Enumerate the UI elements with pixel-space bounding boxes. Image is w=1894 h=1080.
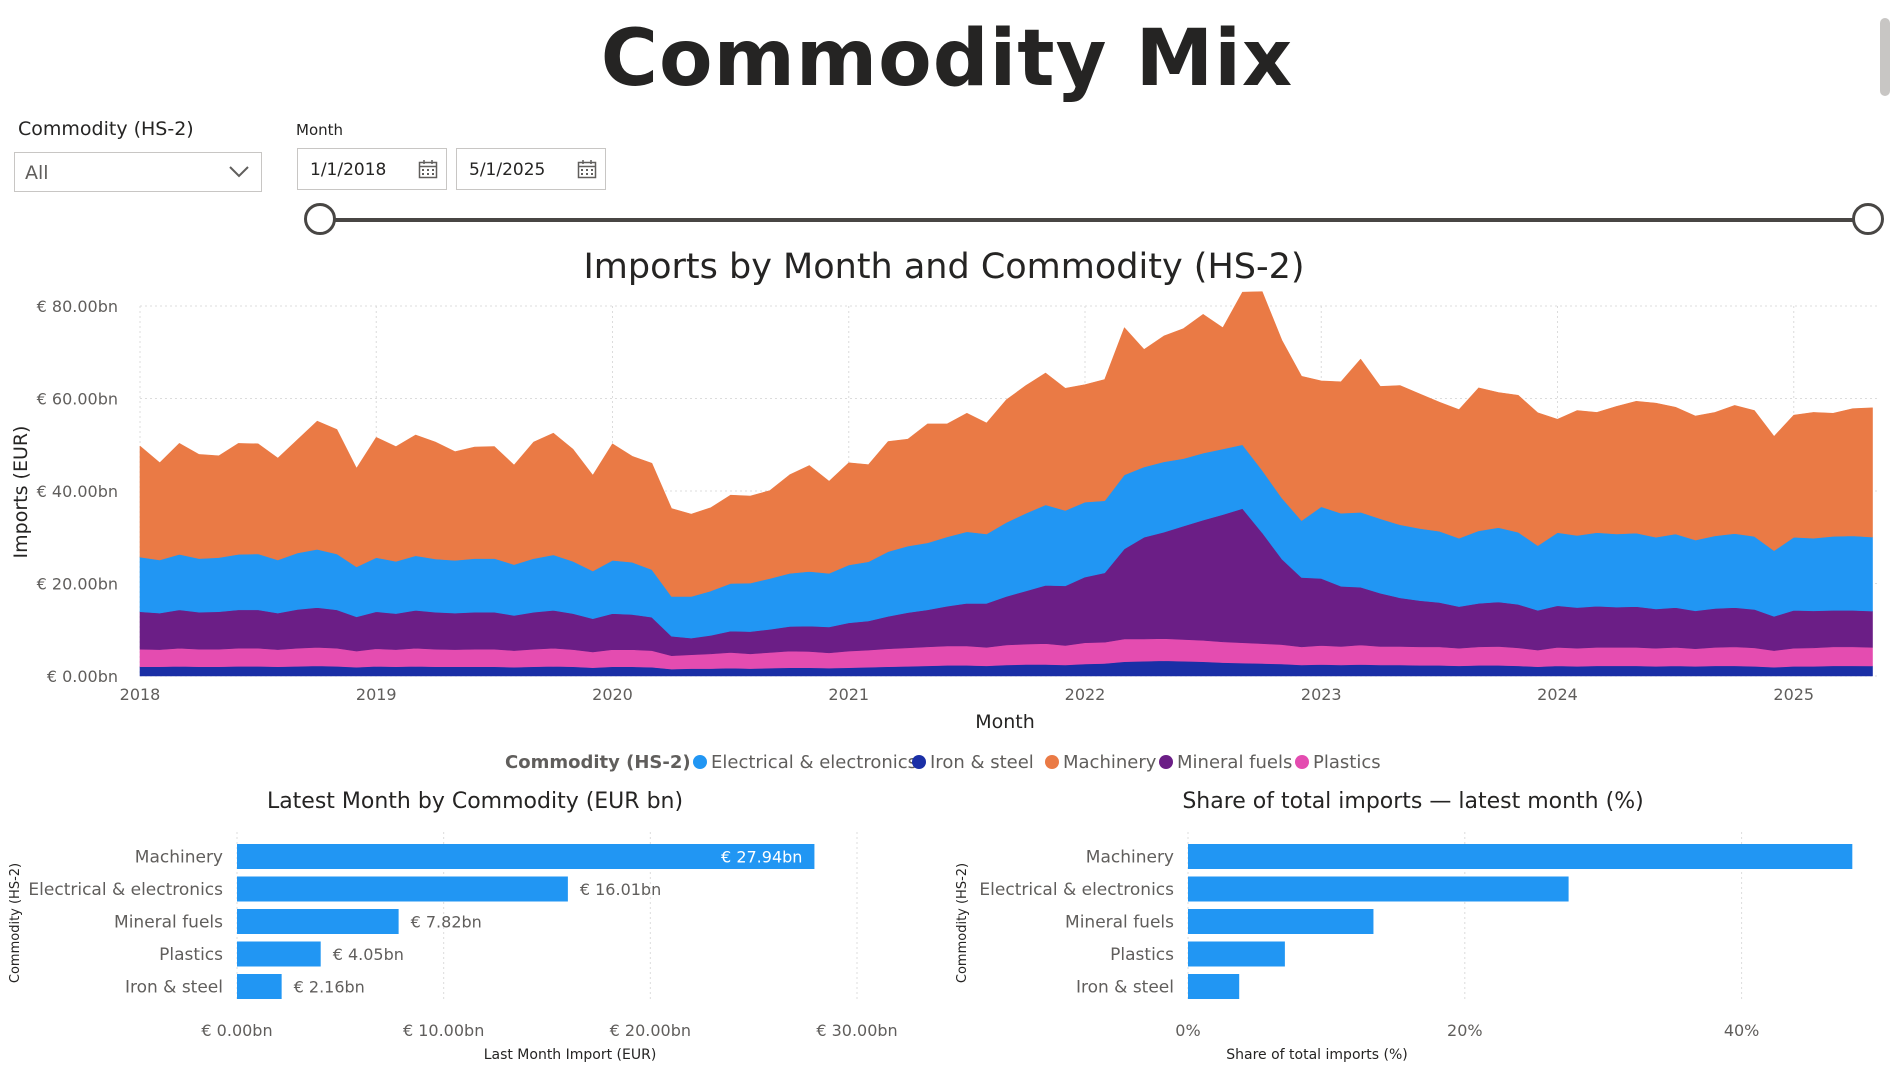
commodity-dropdown[interactable]: All [14, 152, 262, 192]
main-x-tick-label: 2020 [592, 685, 633, 704]
main-x-tick-label: 2021 [828, 685, 869, 704]
share-bar-chart: Share of total imports — latest month (%… [955, 789, 1853, 1063]
main-y-tick-label: € 20.00bn [37, 575, 118, 594]
category-label-electrical-and-electronics: Electrical & electronics [28, 880, 223, 900]
x-tick-label: € 0.00bn [201, 1021, 272, 1040]
category-label-iron-and-steel: Iron & steel [125, 978, 223, 998]
legend-marker-plastics [1295, 755, 1309, 769]
data-label-plastics: € 4.05bn [333, 945, 404, 964]
legend-item-iron-and-steel: Iron & steel [930, 752, 1034, 773]
area-machinery [139, 291, 1873, 597]
bar1-x-ticks: € 0.00bn € 10.00bn € 20.00bn € 30.00bn [201, 1021, 897, 1040]
main-chart-title: Imports by Month and Commodity (HS-2) [583, 247, 1304, 287]
main-chart-y-label: Imports (EUR) [10, 426, 32, 559]
main-y-tick-label: € 60.00bn [37, 390, 118, 409]
bar1-title: Latest Month by Commodity (EUR bn) [267, 789, 683, 814]
data-label-iron-and-steel: € 2.16bn [294, 978, 365, 997]
data-label-mineral-fuels: € 7.82bn [411, 913, 482, 932]
bar2-x-ticks: 0% 20% 40% [1175, 1021, 1759, 1040]
main-x-tick-label: 2019 [356, 685, 397, 704]
main-chart-x-ticks: 2018 2019 2020 2021 2022 2023 2024 2025 [120, 685, 1814, 704]
main-y-tick-label: € 40.00bn [37, 482, 118, 501]
legend-marker-mineral-fuels [1159, 755, 1173, 769]
month-range-end-handle[interactable] [1852, 203, 1884, 235]
commodity-slicer-label: Commodity (HS-2) [18, 118, 194, 140]
main-x-tick-label: 2022 [1065, 685, 1106, 704]
category-label-mineral-fuels: Mineral fuels [1065, 913, 1174, 933]
main-chart-y-ticks: € 0.00bn € 20.00bn € 40.00bn € 60.00bn € 80.… [37, 297, 118, 686]
month-slicer-label: Month [296, 121, 344, 139]
legend-marker-electrical-and-electronics [693, 755, 707, 769]
category-label-plastics: Plastics [159, 945, 223, 965]
bar1-x-label: Last Month Import (EUR) [484, 1047, 657, 1063]
main-chart-legend: Commodity (HS-2) Electrical & electronics… [505, 752, 1381, 773]
bar-mineral-fuels [1188, 909, 1374, 934]
category-label-iron-and-steel: Iron & steel [1076, 978, 1174, 998]
start-date-input[interactable]: 1/1/2018 [297, 148, 447, 190]
bar-electrical-and-electronics [1188, 876, 1569, 902]
x-tick-label: € 30.00bn [816, 1021, 897, 1040]
imports-stacked-chart: Imports by Month and Commodity (HS-2) Im… [10, 247, 1880, 773]
legend-marker-iron-and-steel [912, 755, 926, 769]
month-range-start-handle[interactable] [304, 203, 336, 235]
legend-marker-machinery [1045, 755, 1059, 769]
legend-item-plastics: Plastics [1313, 752, 1381, 773]
latest-month-bar-chart: Latest Month by Commodity (EUR bn) Commo… [8, 789, 898, 1063]
bar1-category-labels: Machinery Electrical & electronics Mineral… [28, 848, 223, 998]
legend-item-mineral-fuels: Mineral fuels [1177, 752, 1292, 773]
x-tick-label: 20% [1447, 1021, 1483, 1040]
bar2-gridlines [1187, 832, 1743, 1000]
bar-mineral-fuels [237, 909, 399, 934]
bar2-category-labels: Machinery Electrical & electronics Mineral… [979, 848, 1174, 998]
main-y-tick-label: € 0.00bn [47, 667, 118, 686]
bar-plastics [1188, 941, 1285, 967]
category-label-mineral-fuels: Mineral fuels [114, 913, 223, 933]
data-label-electrical-and-electronics: € 16.01bn [580, 880, 661, 899]
bar-plastics [237, 941, 321, 967]
bar2-y-label: Commodity (HS-2) [955, 863, 970, 983]
commodity-dropdown-value: All [25, 162, 49, 184]
legend-title: Commodity (HS-2) [505, 752, 691, 773]
bar-machinery [1188, 844, 1853, 869]
chevron-down-icon [229, 166, 249, 178]
x-tick-label: 0% [1175, 1021, 1200, 1040]
bar-electrical-and-electronics [237, 876, 568, 902]
main-x-tick-label: 2025 [1773, 685, 1814, 704]
bar2-bars [1188, 844, 1853, 999]
calendar-icon[interactable] [577, 159, 597, 179]
bar1-y-label: Commodity (HS-2) [8, 863, 23, 983]
main-x-tick-label: 2018 [120, 685, 161, 704]
bar1-bars [237, 844, 815, 999]
page-scrollbar[interactable] [1880, 18, 1890, 96]
page-title: Commodity Mix [600, 14, 1294, 104]
end-date-input[interactable]: 5/1/2025 [456, 148, 606, 190]
month-range-track[interactable] [320, 218, 1868, 222]
x-tick-label: € 20.00bn [610, 1021, 691, 1040]
bar2-title: Share of total imports — latest month (%… [1182, 789, 1643, 814]
calendar-icon[interactable] [418, 159, 438, 179]
category-label-machinery: Machinery [1086, 848, 1174, 868]
data-label-machinery: € 27.94bn [721, 848, 802, 867]
bar2-x-label: Share of total imports (%) [1226, 1047, 1407, 1063]
bar-machinery [237, 844, 815, 869]
bar-iron-and-steel [237, 974, 282, 999]
legend-item-electrical-and-electronics: Electrical & electronics [711, 752, 917, 773]
category-label-electrical-and-electronics: Electrical & electronics [979, 880, 1174, 900]
x-tick-label: 40% [1724, 1021, 1760, 1040]
main-x-tick-label: 2024 [1537, 685, 1578, 704]
category-label-machinery: Machinery [135, 848, 223, 868]
start-date-value: 1/1/2018 [310, 160, 387, 180]
bar1-data-labels: € 27.94bn € 16.01bn € 7.82bn € 4.05bn € 2.16… [294, 848, 803, 997]
bar-iron-and-steel [1188, 974, 1240, 999]
category-label-plastics: Plastics [1110, 945, 1174, 965]
main-chart-x-label: Month [975, 711, 1035, 733]
main-y-tick-label: € 80.00bn [37, 297, 118, 316]
x-tick-label: € 10.00bn [403, 1021, 484, 1040]
end-date-value: 5/1/2025 [469, 160, 546, 180]
legend-item-machinery: Machinery [1063, 752, 1157, 773]
bar1-gridlines [236, 832, 858, 1000]
main-chart-areas [139, 291, 1873, 677]
main-x-tick-label: 2023 [1301, 685, 1342, 704]
